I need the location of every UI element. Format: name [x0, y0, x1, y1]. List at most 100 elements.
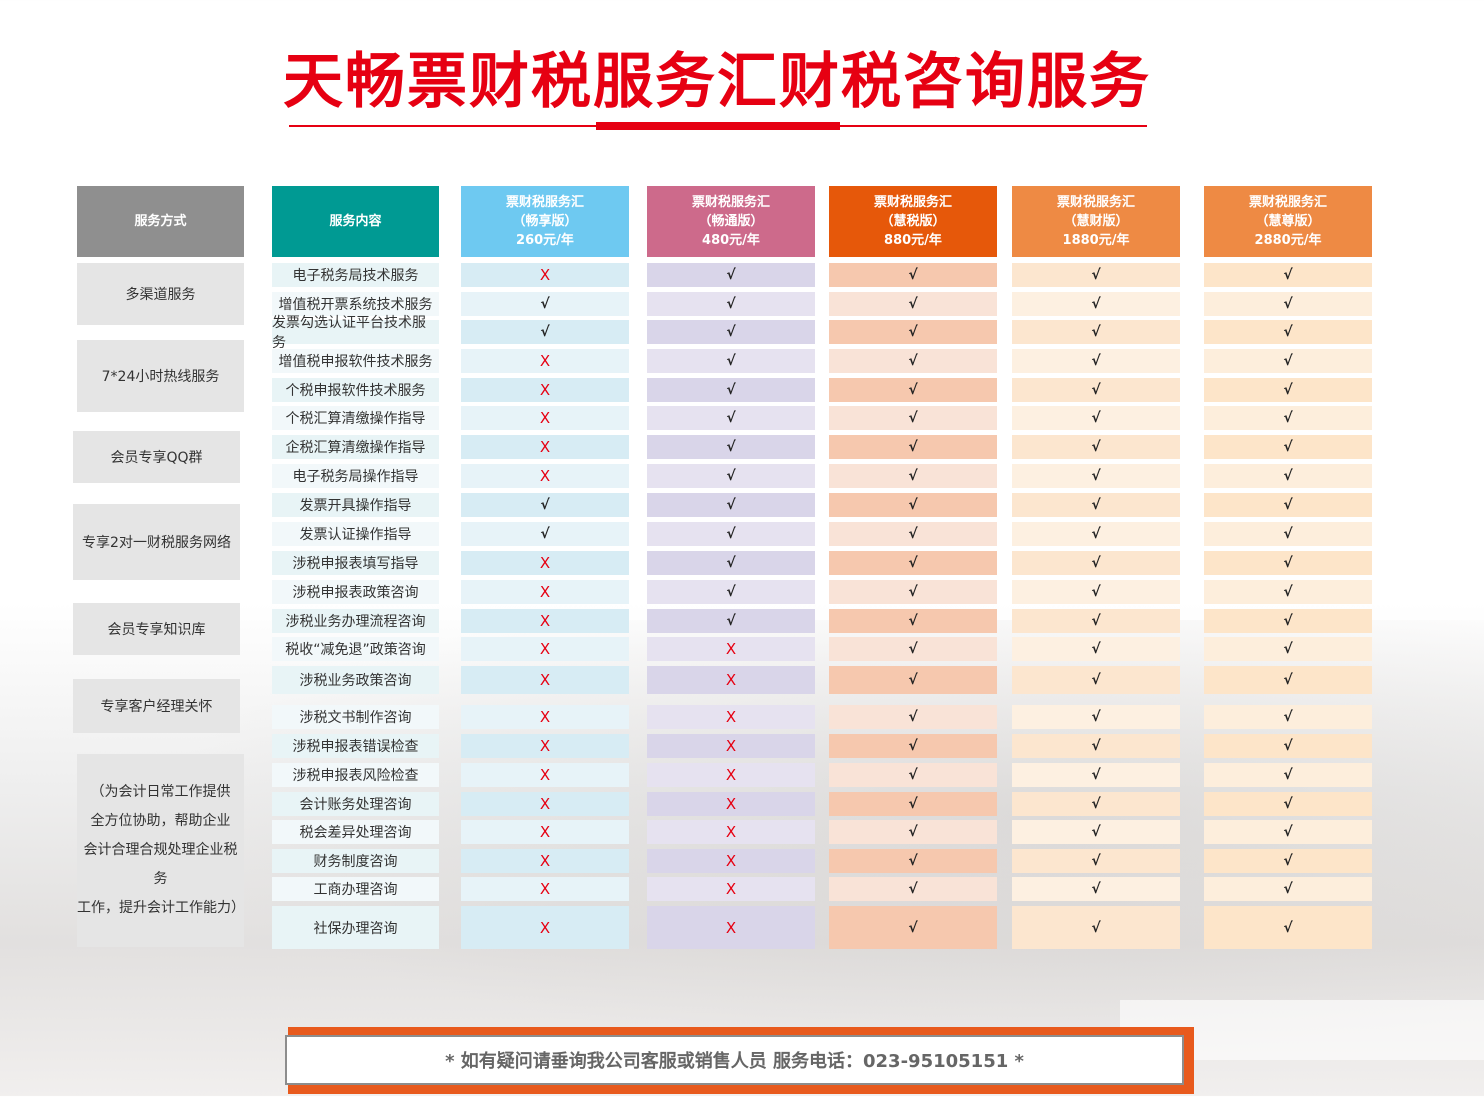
included-mark: √ — [1204, 820, 1372, 844]
included-mark: √ — [829, 378, 997, 402]
included-mark: √ — [1012, 320, 1180, 344]
service-item: 社保办理咨询 — [272, 906, 439, 949]
included-mark: √ — [1204, 734, 1372, 758]
included-mark: √ — [1012, 580, 1180, 604]
included-mark: √ — [647, 263, 815, 287]
not-included-mark: X — [461, 877, 629, 901]
not-included-mark: X — [461, 849, 629, 873]
included-mark: √ — [1204, 580, 1372, 604]
service-item: 税会差异处理咨询 — [272, 820, 439, 844]
header-plan-3: 票财税服务汇 （慧税版） 880元/年 — [829, 186, 997, 257]
service-mode-line: 会计合理合规处理企业税务 — [83, 842, 238, 887]
not-included-mark: X — [461, 906, 629, 949]
included-mark: √ — [829, 406, 997, 430]
included-mark: √ — [829, 349, 997, 373]
included-mark: √ — [829, 849, 997, 873]
included-mark: √ — [1012, 263, 1180, 287]
included-mark: √ — [1204, 792, 1372, 816]
not-included-mark: X — [461, 378, 629, 402]
included-mark: √ — [1204, 320, 1372, 344]
included-mark: √ — [647, 580, 815, 604]
included-mark: √ — [461, 292, 629, 316]
included-mark: √ — [829, 705, 997, 729]
service-item: 电子税务局操作指导 — [272, 464, 439, 488]
included-mark: √ — [461, 522, 629, 546]
included-mark: √ — [1204, 666, 1372, 694]
included-mark: √ — [1012, 763, 1180, 787]
not-included-mark: X — [647, 906, 815, 949]
included-mark: √ — [1204, 906, 1372, 949]
included-mark: √ — [647, 378, 815, 402]
included-mark: √ — [1012, 464, 1180, 488]
included-mark: √ — [829, 792, 997, 816]
included-mark: √ — [1012, 378, 1180, 402]
service-mode-item: 专享客户经理关怀 — [73, 679, 240, 733]
included-mark: √ — [1012, 734, 1180, 758]
included-mark: √ — [647, 522, 815, 546]
service-mode-item: （为会计日常工作提供 全方位协助，帮助企业 会计合理合规处理企业税务 工作，提升会计工… — [77, 754, 245, 947]
service-item: 增值税开票系统技术服务 — [272, 292, 439, 316]
included-mark: √ — [1012, 820, 1180, 844]
service-item: 涉税业务政策咨询 — [272, 666, 439, 694]
not-included-mark: X — [647, 877, 815, 901]
header-plan-1: 票财税服务汇 （畅享版） 260元/年 — [461, 186, 629, 257]
included-mark: √ — [1204, 609, 1372, 633]
included-mark: √ — [1012, 292, 1180, 316]
included-mark: √ — [829, 734, 997, 758]
plan-edition: （畅通版） — [698, 214, 764, 229]
service-mode-line: （为会计日常工作提供 — [90, 784, 231, 800]
plan-price: 880元/年 — [884, 233, 942, 248]
title-underline-accent — [596, 122, 840, 130]
included-mark: √ — [1204, 435, 1372, 459]
included-mark: √ — [1204, 522, 1372, 546]
service-item: 电子税务局技术服务 — [272, 263, 439, 287]
included-mark: √ — [829, 637, 997, 661]
not-included-mark: X — [461, 349, 629, 373]
header-plan-4: 票财税服务汇 （慧财版） 1880元/年 — [1012, 186, 1180, 257]
included-mark: √ — [647, 493, 815, 517]
service-item: 涉税文书制作咨询 — [272, 705, 439, 729]
service-mode-item: 专享2对一财税服务网络 — [73, 504, 240, 580]
included-mark: √ — [1204, 637, 1372, 661]
included-mark: √ — [829, 609, 997, 633]
included-mark: √ — [1012, 551, 1180, 575]
included-mark: √ — [647, 609, 815, 633]
included-mark: √ — [647, 464, 815, 488]
not-included-mark: X — [461, 763, 629, 787]
included-mark: √ — [1012, 705, 1180, 729]
plan-name: 票财税服务汇 — [1056, 195, 1135, 210]
included-mark: √ — [1012, 522, 1180, 546]
not-included-mark: X — [461, 734, 629, 758]
included-mark: √ — [829, 292, 997, 316]
included-mark: √ — [829, 906, 997, 949]
plan-price: 2880元/年 — [1254, 233, 1322, 248]
included-mark: √ — [1012, 637, 1180, 661]
included-mark: √ — [647, 320, 815, 344]
service-mode-item: 会员专享QQ群 — [73, 431, 240, 483]
service-item: 工商办理咨询 — [272, 877, 439, 901]
included-mark: √ — [829, 320, 997, 344]
not-included-mark: X — [647, 705, 815, 729]
service-item: 税收“减免退”政策咨询 — [272, 637, 439, 661]
included-mark: √ — [1204, 849, 1372, 873]
included-mark: √ — [1012, 435, 1180, 459]
service-item: 涉税业务办理流程咨询 — [272, 609, 439, 633]
included-mark: √ — [1204, 406, 1372, 430]
plan-edition: （慧财版） — [1063, 214, 1129, 229]
plan-edition: （慧尊版） — [1255, 214, 1321, 229]
included-mark: √ — [1012, 877, 1180, 901]
included-mark: √ — [1012, 666, 1180, 694]
included-mark: √ — [647, 435, 815, 459]
not-included-mark: X — [461, 637, 629, 661]
service-item: 会计账务处理咨询 — [272, 792, 439, 816]
included-mark: √ — [647, 292, 815, 316]
not-included-mark: X — [461, 263, 629, 287]
included-mark: √ — [1012, 406, 1180, 430]
plan-price: 260元/年 — [516, 233, 574, 248]
included-mark: √ — [829, 551, 997, 575]
not-included-mark: X — [647, 734, 815, 758]
not-included-mark: X — [461, 435, 629, 459]
included-mark: √ — [829, 522, 997, 546]
plan-name: 票财税服务汇 — [691, 195, 770, 210]
header-service-content: 服务内容 — [272, 186, 439, 257]
